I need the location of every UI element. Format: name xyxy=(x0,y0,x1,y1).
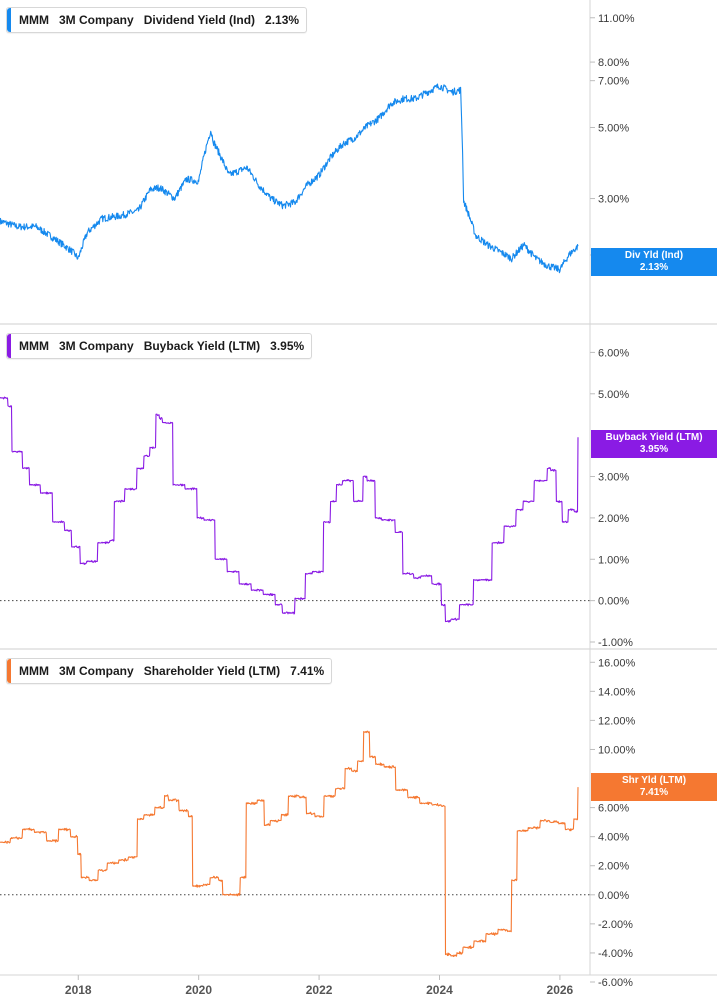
y-tick-label: 1.00% xyxy=(598,554,629,566)
legend-metric: Dividend Yield (Ind) xyxy=(143,13,256,27)
legend-company: 3M Company xyxy=(59,339,134,353)
series-color-swatch xyxy=(7,8,11,32)
y-tick-label: 4.00% xyxy=(598,832,629,844)
y-tick-label: 0.00% xyxy=(598,890,629,902)
x-tick-label: 2018 xyxy=(65,983,92,997)
y-tick-label: 2.00% xyxy=(598,861,629,873)
series-line-buyback-yield xyxy=(0,396,579,623)
y-tick-label: 14.00% xyxy=(598,686,636,698)
legend-value: 7.41% xyxy=(290,664,325,678)
tag-label: Shr Yld (LTM) xyxy=(621,775,687,786)
legend-ticker: MMM xyxy=(19,339,49,353)
legend-company: 3M Company xyxy=(59,664,134,678)
y-tick-label: 5.00% xyxy=(598,122,629,134)
y-tick-label: 16.00% xyxy=(598,657,636,669)
x-tick-label: 2022 xyxy=(306,983,333,997)
legend-buyback-yield[interactable]: MMM 3M Company Buyback Yield (LTM) 3.95% xyxy=(6,333,313,359)
y-tick-label: 5.00% xyxy=(598,389,629,401)
tag-label: Div Yld (Ind) xyxy=(624,250,684,261)
tag-value: 2.13% xyxy=(639,262,669,273)
legend-metric: Buyback Yield (LTM) xyxy=(143,339,261,353)
y-tick-label: -6.00% xyxy=(598,977,633,989)
tag-value: 3.95% xyxy=(639,444,669,455)
y-tick-label: 6.00% xyxy=(598,803,629,815)
x-tick-label: 2026 xyxy=(547,983,574,997)
y-tick-label: -4.00% xyxy=(598,948,633,960)
legend-ticker: MMM xyxy=(19,664,49,678)
y-tick-label: 0.00% xyxy=(598,596,629,608)
x-tick-label: 2020 xyxy=(185,983,212,997)
series-color-swatch xyxy=(7,659,11,683)
legend-metric: Shareholder Yield (LTM) xyxy=(143,664,281,678)
series-line-dividend-yield xyxy=(0,83,579,274)
legend-company: 3M Company xyxy=(59,13,134,27)
value-tag-buyback-yield: Buyback Yield (LTM) 3.95% xyxy=(591,430,717,458)
y-tick-label: 3.00% xyxy=(598,194,629,206)
series-color-swatch xyxy=(7,334,11,358)
y-tick-label: 10.00% xyxy=(598,744,636,756)
value-tag-dividend-yield: Div Yld (Ind) 2.13% xyxy=(591,248,717,276)
legend-value: 2.13% xyxy=(265,13,300,27)
legend-dividend-yield[interactable]: MMM 3M Company Dividend Yield (Ind) 2.13… xyxy=(6,7,308,33)
tag-value: 7.41% xyxy=(639,787,669,798)
y-tick-label: 12.00% xyxy=(598,715,636,727)
legend-ticker: MMM xyxy=(19,13,49,27)
x-tick-label: 2024 xyxy=(426,983,453,997)
y-tick-label: 11.00% xyxy=(598,13,635,25)
y-tick-label: -2.00% xyxy=(598,919,633,931)
y-tick-label: -1.00% xyxy=(598,637,633,649)
series-line-shareholder-yield xyxy=(0,730,579,958)
legend-shareholder-yield[interactable]: MMM 3M Company Shareholder Yield (LTM) 7… xyxy=(6,658,333,684)
legend-value: 3.95% xyxy=(270,339,305,353)
tag-label: Buyback Yield (LTM) xyxy=(605,432,703,443)
y-tick-label: 2.00% xyxy=(598,513,629,525)
y-tick-label: 8.00% xyxy=(598,57,629,69)
value-tag-shareholder-yield: Shr Yld (LTM) 7.41% xyxy=(591,773,717,801)
y-tick-label: 3.00% xyxy=(598,472,629,484)
y-tick-label: 7.00% xyxy=(598,76,629,88)
y-tick-label: 6.00% xyxy=(598,347,629,359)
